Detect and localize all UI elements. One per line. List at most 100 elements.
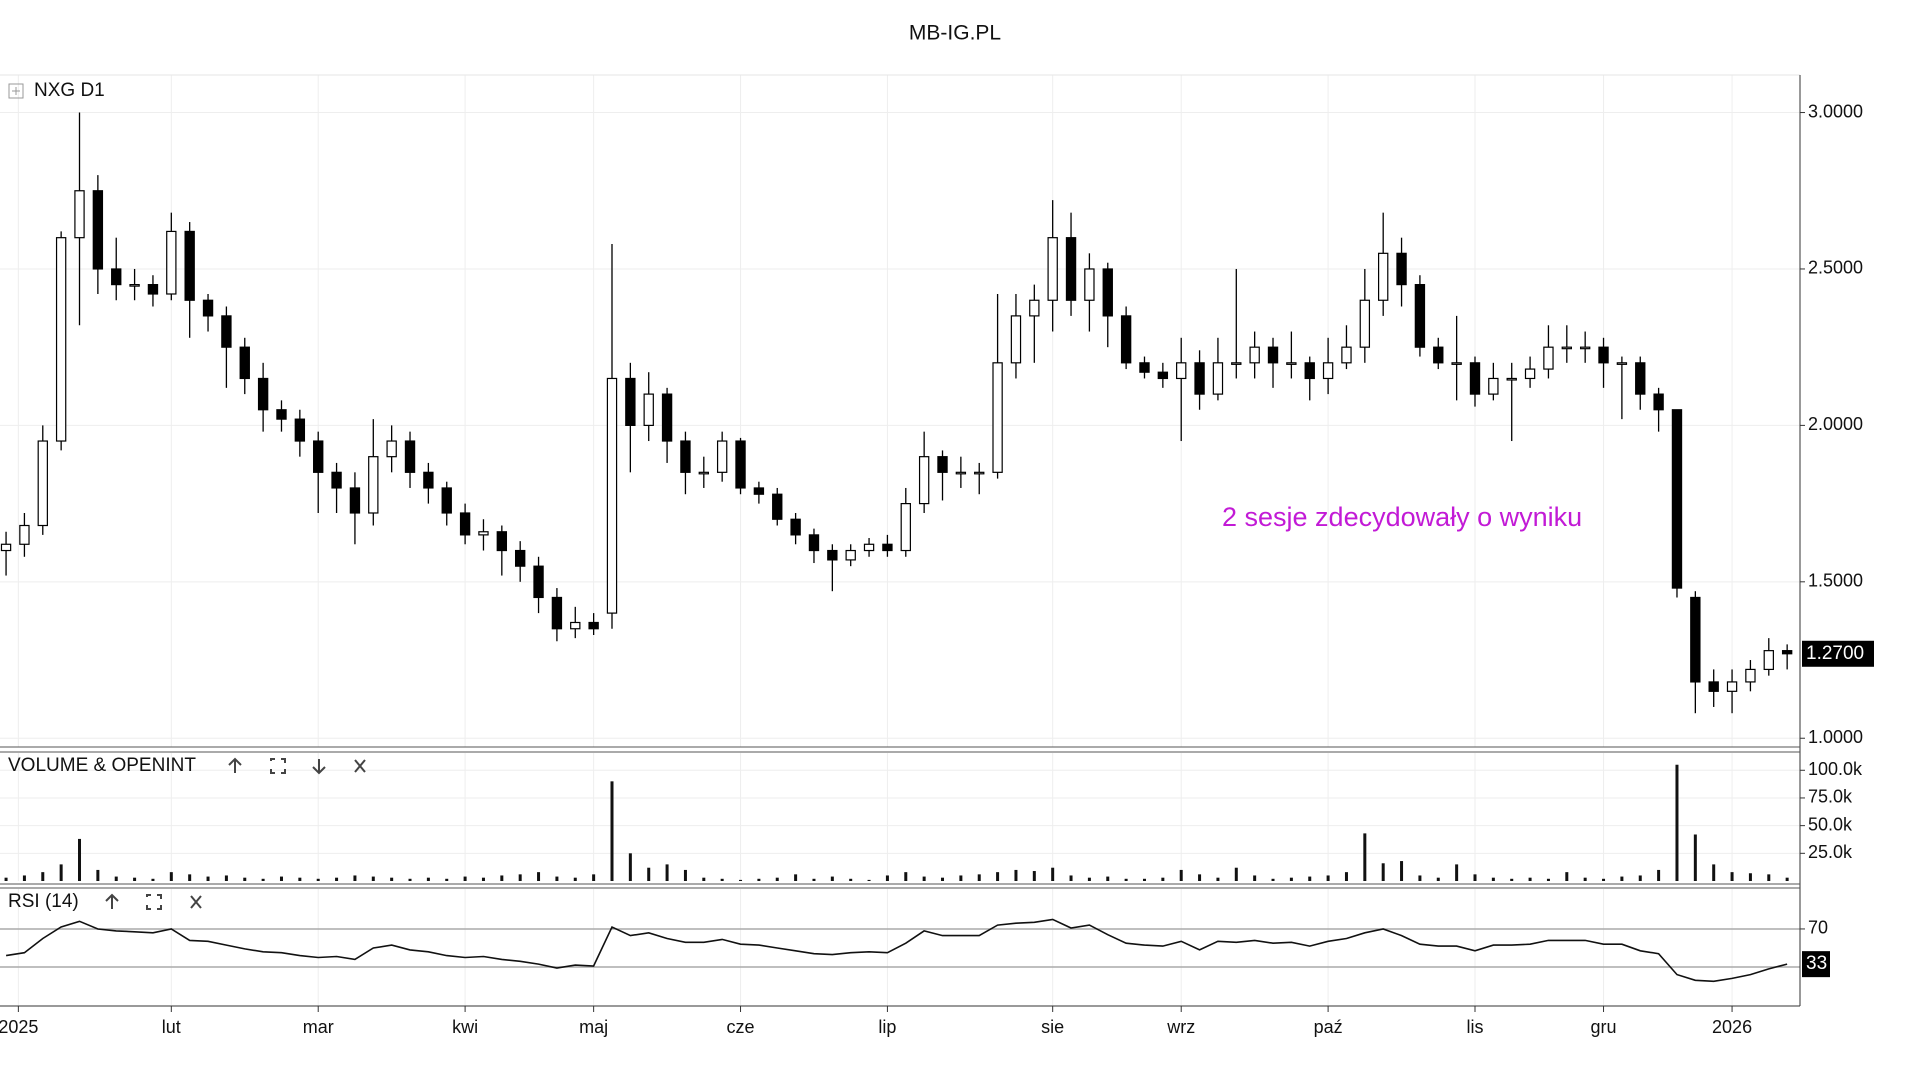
candle-body: [276, 409, 287, 420]
candle-body: [1451, 362, 1462, 365]
candle-body: [239, 346, 250, 380]
candle-body: [459, 512, 471, 536]
candle-body: [1579, 346, 1591, 350]
pane-label: NXG D1: [34, 80, 105, 101]
candle-body: [882, 543, 893, 552]
volume-bar: [353, 875, 357, 881]
maximize-icon[interactable]: [270, 758, 286, 774]
volume-bar: [794, 874, 798, 881]
volume-bar: [500, 875, 504, 881]
candle-body: [257, 377, 269, 411]
candle-body: [1506, 377, 1517, 381]
candle-body: [1304, 362, 1315, 380]
candle-body: [1010, 315, 1022, 364]
volume-bar: [1363, 833, 1367, 881]
volume-bar: [1400, 861, 1404, 881]
candle-body: [1708, 681, 1719, 692]
candle-body: [1341, 346, 1352, 364]
candle-body: [1433, 346, 1444, 364]
y-tick-label: 1.0000: [1808, 727, 1863, 747]
volume-bar: [1216, 877, 1220, 881]
volume-bar: [867, 879, 871, 881]
candle-body: [1102, 268, 1113, 317]
volume-bar: [1712, 864, 1716, 881]
candle-body: [1690, 596, 1701, 683]
candle-body: [1635, 362, 1646, 395]
candle-body: [570, 621, 581, 630]
volume-bar: [1455, 864, 1459, 881]
volume-bar: [408, 878, 412, 881]
move-up-icon[interactable]: [228, 757, 242, 773]
candle-body: [1029, 299, 1040, 317]
x-tick-label: 2025: [0, 1017, 38, 1037]
candle-body: [827, 549, 838, 561]
x-tick-label: maj: [579, 1017, 608, 1037]
volume-bar: [720, 878, 724, 881]
candle-body: [0, 543, 12, 552]
volume-bar: [1051, 867, 1055, 881]
x-tick-label: cze: [727, 1017, 755, 1037]
volume-bar: [941, 877, 945, 881]
volume-bar: [426, 877, 430, 881]
x-tick-label: wrz: [1166, 1017, 1195, 1037]
candle-body: [1377, 252, 1389, 301]
last-value-label: 33: [1806, 953, 1827, 974]
volume-bar: [481, 877, 485, 881]
volume-bar: [573, 877, 577, 881]
volume-bar: [830, 876, 834, 881]
candle-body: [1726, 681, 1738, 692]
volume-bar: [371, 876, 375, 881]
maximize-icon[interactable]: [146, 894, 162, 910]
candle-body: [1231, 362, 1242, 365]
candle-body: [1157, 371, 1169, 380]
volume-bar: [1289, 877, 1293, 881]
volume-bar: [224, 875, 228, 881]
candle-body: [1763, 650, 1774, 671]
move-down-icon[interactable]: [312, 759, 326, 775]
last-value-badge: [1802, 951, 1830, 978]
volume-bar: [1106, 876, 1110, 881]
x-tick-label: kwi: [452, 1017, 478, 1037]
candle-body: [1286, 362, 1297, 365]
x-tick-label: sie: [1041, 1017, 1064, 1037]
close-icon[interactable]: [190, 895, 202, 909]
candle-body: [1543, 346, 1554, 370]
plot-layer: 1.0000 1.5000 2.0000 2.5000 3.0000 25.0k 50.0k…: [0, 75, 1863, 1037]
candle-body: [1065, 237, 1077, 301]
volume-bar: [555, 876, 559, 881]
volume-bar: [537, 872, 541, 881]
candle-body: [441, 487, 452, 514]
volume-bar: [1767, 874, 1771, 881]
rsi-line: [5, 918, 1788, 983]
candle-body: [1488, 377, 1499, 395]
candle-body: [1322, 362, 1334, 380]
move-up-icon[interactable]: [105, 893, 119, 909]
volume-bar: [188, 874, 192, 881]
expand-icon[interactable]: [8, 83, 24, 99]
candle-body: [386, 440, 397, 458]
volume-bar: [592, 874, 596, 881]
volume-bar: [904, 872, 908, 881]
volume-bar: [1602, 878, 1606, 881]
candle-body: [606, 377, 618, 614]
candle-body: [643, 393, 654, 426]
candle-body: [55, 237, 67, 442]
volume-bar: [739, 879, 743, 881]
candle-body: [625, 377, 636, 426]
candle-body: [368, 456, 379, 514]
volume-bar: [1675, 764, 1679, 881]
candle-body: [331, 471, 342, 489]
last-value-badge: [1802, 640, 1874, 667]
volume-bar: [1528, 877, 1532, 881]
volume-bar: [463, 876, 467, 881]
volume-bar: [1344, 872, 1348, 881]
close-icon[interactable]: [354, 759, 366, 773]
volume-bar: [1620, 876, 1624, 881]
volume-bar: [96, 869, 100, 881]
volume-bar: [1510, 878, 1514, 881]
y-tick-label: 75.0k: [1808, 787, 1853, 807]
y-tick-label: 3.0000: [1808, 101, 1863, 121]
pane-label: RSI (14): [8, 891, 79, 912]
chart-title: MB-IG.PL: [909, 22, 1001, 45]
